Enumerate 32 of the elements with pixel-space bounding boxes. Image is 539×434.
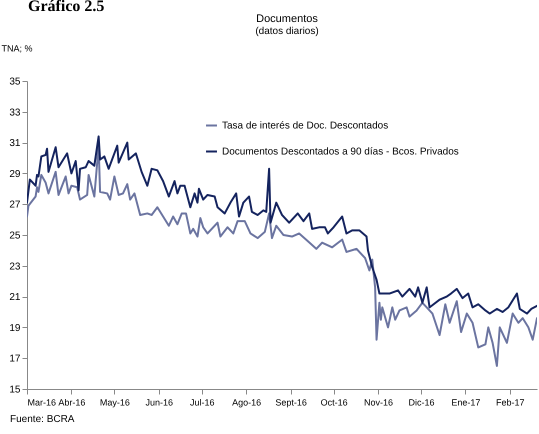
y-tick-label: 17 xyxy=(9,354,21,365)
line-series xyxy=(27,144,537,367)
text: Gráfico 2.5 xyxy=(28,0,104,16)
legend-label: Documentos Descontados a 90 días - Bcos. Privados xyxy=(222,146,459,158)
x-tick-label: Abr-16 xyxy=(58,398,86,408)
x-tick-label: Ago-16 xyxy=(232,398,262,408)
source-note: Fuente: BCRA xyxy=(10,414,74,425)
x-tick-label: Sept-16 xyxy=(275,398,307,408)
x-tick-label: May-16 xyxy=(100,398,130,408)
x-tick-label: Feb-17 xyxy=(496,398,525,408)
y-tick-label: 31 xyxy=(9,138,21,150)
x-tick-label: Oct-16 xyxy=(320,398,348,408)
y-tick-label: 21 xyxy=(9,292,21,304)
x-tick-label: Ene-17 xyxy=(451,398,480,408)
y-tick-label: 25 xyxy=(9,230,21,242)
x-tick-label: Jul-16 xyxy=(190,398,215,408)
x-tick-label: Dic-16 xyxy=(408,398,434,408)
x-tick-label: Jun-16 xyxy=(146,398,174,408)
y-tick-label: 29 xyxy=(9,168,21,180)
legend-label: Tasa de interés de Doc. Descontados xyxy=(222,120,388,132)
chart-subtitle: (datos diarios) xyxy=(255,26,319,37)
line-series xyxy=(27,135,537,315)
y-tick-label: 33 xyxy=(9,107,21,118)
y-tick-label: 23 xyxy=(9,261,21,272)
x-tick-label: Nov-16 xyxy=(364,398,393,408)
y-axis-title: TNA; % xyxy=(2,44,33,54)
x-tick-label: Mar-16 xyxy=(28,398,56,408)
y-tick-label: 19 xyxy=(9,322,21,334)
y-tick-label: 15 xyxy=(9,384,21,396)
chart-title: Documentos xyxy=(256,13,318,25)
y-tick-label: 35 xyxy=(9,76,21,88)
y-tick-label: 27 xyxy=(9,200,21,211)
